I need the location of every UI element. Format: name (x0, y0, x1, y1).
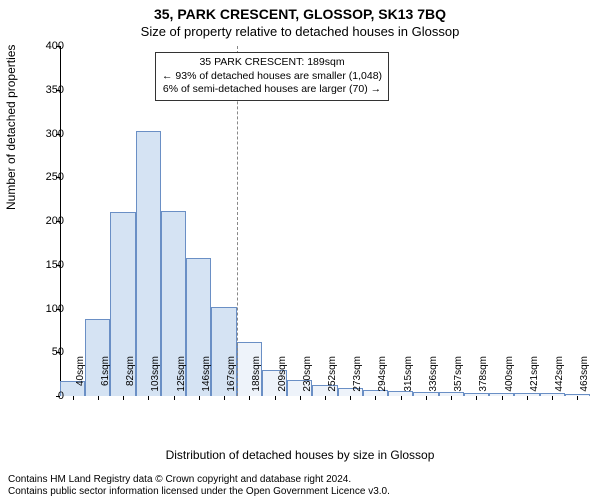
x-tick-label: 315sqm (403, 356, 414, 402)
x-tick-label: 61sqm (100, 356, 111, 402)
histogram-plot: 35 PARK CRESCENT: 189sqm← 93% of detache… (60, 46, 590, 396)
y-tick-label: 350 (34, 84, 64, 96)
callout-line1: 35 PARK CRESCENT: 189sqm (162, 56, 382, 70)
x-tick (426, 396, 427, 400)
x-tick-label: 463sqm (579, 356, 590, 402)
footer-attribution: Contains HM Land Registry data © Crown c… (8, 474, 592, 498)
x-tick-label: 40sqm (75, 356, 86, 402)
x-tick (325, 396, 326, 400)
y-axis-label: Number of detached properties (4, 45, 18, 210)
x-tick-label: 146sqm (201, 356, 212, 402)
x-tick-label: 442sqm (554, 356, 565, 402)
footer-line1: Contains HM Land Registry data © Crown c… (8, 474, 592, 486)
x-tick (123, 396, 124, 400)
x-tick (502, 396, 503, 400)
y-tick-label: 100 (34, 303, 64, 315)
y-tick-label: 150 (34, 259, 64, 271)
x-tick (224, 396, 225, 400)
page-title-line2: Size of property relative to detached ho… (0, 24, 600, 39)
x-tick-label: 209sqm (277, 356, 288, 402)
y-tick-label: 300 (34, 128, 64, 140)
x-tick (527, 396, 528, 400)
x-tick (275, 396, 276, 400)
x-tick-label: 82sqm (125, 356, 136, 402)
x-axis-label: Distribution of detached houses by size … (0, 448, 600, 462)
x-tick-label: 230sqm (302, 356, 313, 402)
x-tick (300, 396, 301, 400)
x-tick (552, 396, 553, 400)
x-tick-label: 103sqm (150, 356, 161, 402)
x-tick-label: 188sqm (251, 356, 262, 402)
callout-box: 35 PARK CRESCENT: 189sqm← 93% of detache… (155, 52, 389, 101)
x-tick-label: 378sqm (478, 356, 489, 402)
x-tick-label: 357sqm (453, 356, 464, 402)
callout-line3: 6% of semi-detached houses are larger (7… (162, 83, 382, 97)
y-tick-label: 50 (34, 346, 64, 358)
callout-line2: ← 93% of detached houses are smaller (1,… (162, 70, 382, 84)
y-tick-label: 200 (34, 215, 64, 227)
x-tick-label: 336sqm (428, 356, 439, 402)
x-tick-label: 252sqm (327, 356, 338, 402)
x-tick-label: 421sqm (529, 356, 540, 402)
x-tick (401, 396, 402, 400)
x-tick-label: 167sqm (226, 356, 237, 402)
x-tick-label: 125sqm (176, 356, 187, 402)
x-tick (174, 396, 175, 400)
y-tick-label: 0 (34, 390, 64, 402)
y-tick-label: 250 (34, 171, 64, 183)
footer-line2: Contains public sector information licen… (8, 486, 592, 498)
y-tick-label: 400 (34, 40, 64, 52)
x-tick-label: 294sqm (377, 356, 388, 402)
x-tick-label: 400sqm (504, 356, 515, 402)
x-tick (98, 396, 99, 400)
x-tick-label: 273sqm (352, 356, 363, 402)
page-title-line1: 35, PARK CRESCENT, GLOSSOP, SK13 7BQ (0, 6, 600, 22)
x-tick (73, 396, 74, 400)
x-tick (199, 396, 200, 400)
